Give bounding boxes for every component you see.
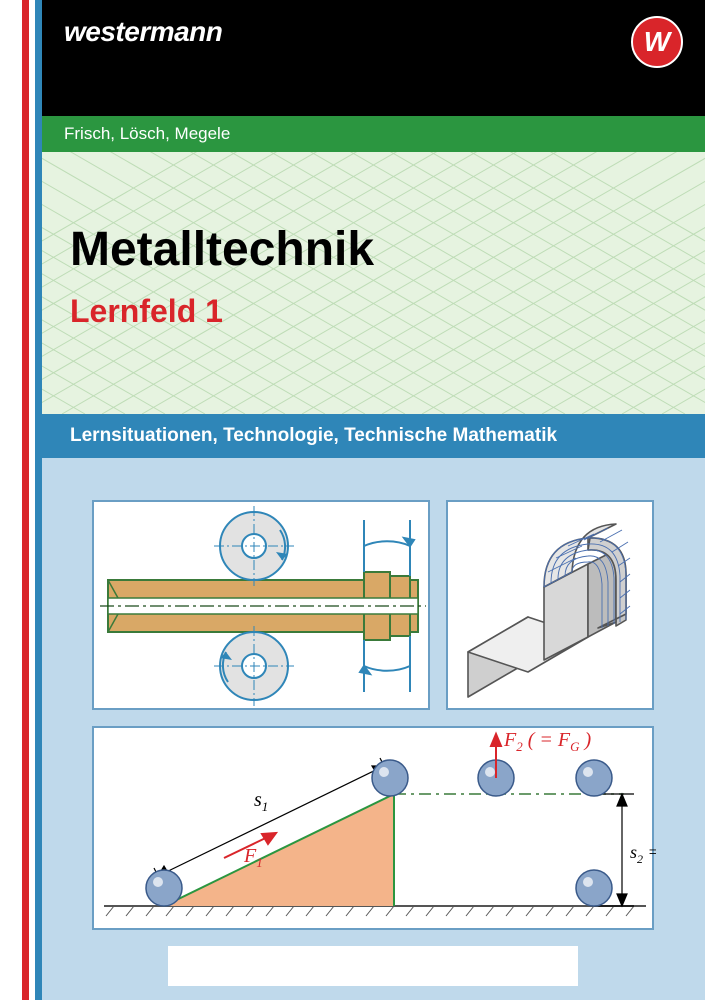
- F2-label: F: [503, 729, 517, 751]
- figure-inclined-plane: s1 s2 = h: [92, 726, 654, 930]
- title-main: Metalltechnik: [70, 222, 374, 277]
- publisher-name: westermann: [64, 16, 222, 48]
- FG-label: F: [557, 729, 571, 751]
- s1-label: s: [254, 789, 262, 811]
- logo-letter: W: [644, 26, 670, 58]
- figure-isometric-bracket: [446, 500, 654, 710]
- authors-strip: Frisch, Lösch, Megele: [42, 116, 705, 152]
- F1-sub: 1: [256, 855, 263, 870]
- publisher-logo: W: [631, 16, 683, 68]
- svg-text:F1: F1: [243, 845, 263, 870]
- spine-stripe-blue: [35, 0, 42, 1000]
- s2-label: s: [630, 842, 637, 862]
- spine-stripes: [22, 0, 42, 1000]
- description-bar: Lernsituationen, Technologie, Technische…: [42, 414, 705, 458]
- spine-stripe-red: [22, 0, 29, 1000]
- figure-shaft-rollers: [92, 500, 430, 710]
- title-area: Metalltechnik Lernfeld 1: [42, 152, 705, 414]
- figure-incline-svg: s1 s2 = h: [94, 728, 656, 932]
- title-subtitle: Lernfeld 1: [70, 293, 374, 330]
- header-bar: westermann W: [42, 0, 705, 116]
- description-text: Lernsituationen, Technologie, Technische…: [70, 425, 557, 446]
- s1-sub: 1: [262, 799, 269, 814]
- title-text-block: Metalltechnik Lernfeld 1: [70, 222, 374, 330]
- svg-text:F2 ( = FG ): F2 ( = FG ): [503, 729, 591, 754]
- svg-text:s1: s1: [254, 789, 268, 814]
- spine-stripe-white: [29, 0, 36, 1000]
- authors-text: Frisch, Lösch, Megele: [64, 124, 230, 143]
- F1-label: F: [243, 845, 257, 867]
- figure-shaft-svg: [94, 502, 432, 712]
- bottom-white-strip: [168, 946, 578, 986]
- figure-bracket-svg: [448, 502, 656, 712]
- content-area: s1 s2 = h: [42, 458, 705, 1000]
- svg-text:s2 = h: s2 = h: [630, 842, 656, 866]
- cover-page: westermann W Frisch, Lösch, Megele: [42, 0, 705, 1000]
